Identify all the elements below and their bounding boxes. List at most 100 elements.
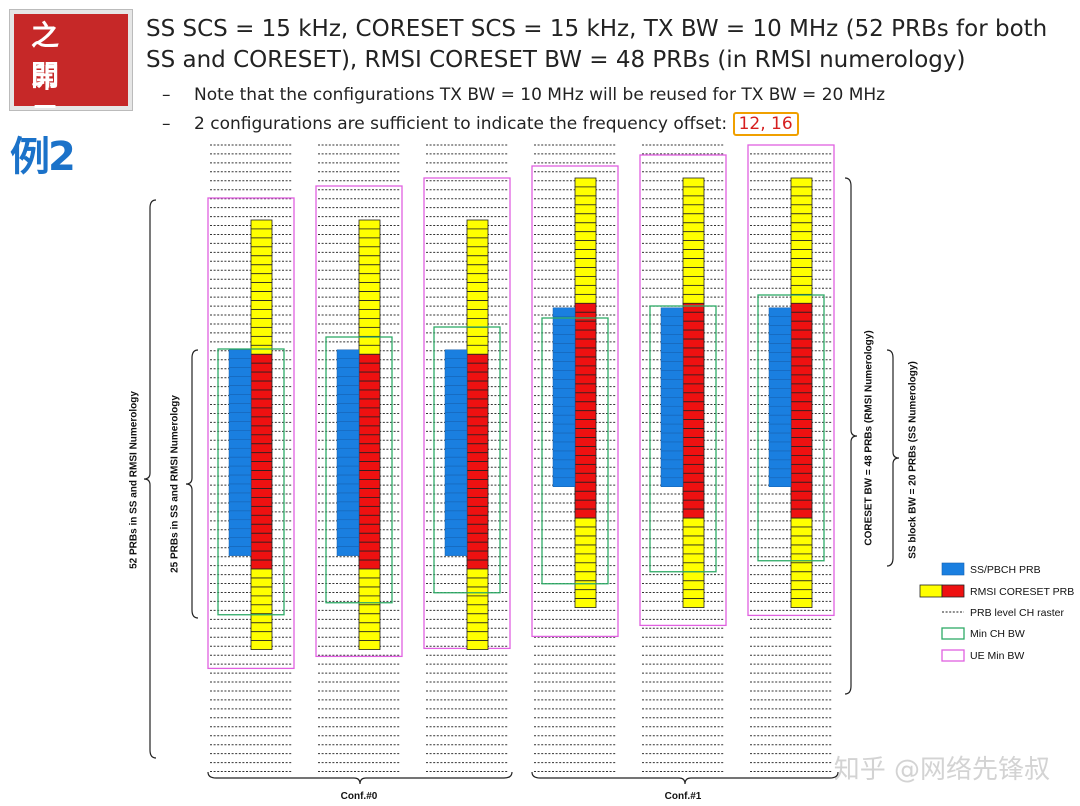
coreset-red-prb	[790, 311, 813, 322]
ss-pbch-prb	[228, 394, 252, 404]
coreset-yellow-prb	[358, 568, 381, 579]
coreset-red-prb	[358, 461, 381, 471]
coreset-red-prb	[358, 380, 381, 391]
coreset-yellow-prb	[790, 186, 813, 197]
coreset-yellow-prb	[790, 293, 813, 304]
ss-pbch-prb	[660, 343, 684, 353]
coreset-red-prb	[682, 410, 705, 421]
ss-pbch-prb	[228, 349, 252, 359]
coreset-yellow-prb	[682, 535, 705, 546]
ss-pbch-prb	[444, 385, 468, 395]
coreset-yellow-prb	[358, 255, 381, 266]
coreset-yellow-prb	[682, 517, 705, 528]
ss-pbch-prb	[552, 432, 576, 443]
coreset-yellow-prb	[250, 300, 273, 310]
coreset-red-prb	[250, 514, 273, 525]
coreset-red-prb	[250, 398, 273, 409]
coreset-yellow-prb	[682, 553, 705, 564]
coreset-yellow-prb	[466, 613, 489, 624]
coreset-yellow-prb	[250, 246, 273, 257]
coreset-red-prb	[790, 499, 813, 510]
ss-pbch-prb	[768, 441, 792, 452]
ss-pbch-prb	[336, 528, 360, 538]
coreset-yellow-prb	[358, 577, 381, 588]
coreset-yellow-prb	[466, 344, 489, 355]
min-ch-bw-box	[325, 336, 393, 604]
ss-pbch-prb	[768, 414, 792, 425]
coreset-red-prb	[250, 362, 273, 373]
ss-pbch-prb	[660, 423, 684, 434]
coreset-red-prb	[466, 532, 489, 543]
coreset-red-prb	[250, 416, 273, 427]
ss-pbch-prb	[768, 450, 792, 461]
coreset-yellow-prb	[574, 249, 597, 259]
coreset-red-prb	[790, 365, 813, 376]
coreset-red-prb	[574, 302, 597, 313]
ss-pbch-prb	[552, 468, 576, 479]
coreset-red-prb	[574, 481, 597, 492]
coreset-yellow-prb	[682, 544, 705, 555]
coreset-red-prb	[250, 523, 273, 534]
coreset-yellow-prb	[790, 222, 813, 233]
coreset-yellow-prb	[358, 291, 381, 301]
legend-ss-swatch	[941, 562, 965, 576]
coreset-red-prb	[358, 443, 381, 454]
coreset-yellow-prb	[466, 237, 489, 248]
coreset-red-prb	[358, 398, 381, 409]
coreset-yellow-prb	[574, 267, 597, 277]
coreset-red-prb	[250, 434, 273, 445]
coreset-yellow-prb	[574, 598, 597, 608]
ss-pbch-prb	[444, 528, 468, 538]
ss-pbch-prb	[444, 403, 468, 413]
coreset-red-prb	[790, 463, 813, 474]
coreset-yellow-prb	[574, 275, 597, 286]
ss-pbch-prb	[768, 352, 792, 362]
ss-pbch-prb	[228, 483, 252, 494]
coreset-yellow-prb	[682, 177, 705, 188]
coreset-red-prb	[358, 532, 381, 543]
coreset-red-prb	[790, 410, 813, 421]
coreset-yellow-prb	[574, 571, 597, 582]
legend-coreset-yellow-swatch	[919, 584, 943, 598]
ss-pbch-prb	[228, 403, 252, 413]
coreset-yellow-prb	[358, 335, 381, 346]
ss-pbch-prb	[660, 441, 684, 452]
coreset-yellow-prb	[466, 586, 489, 597]
coreset-yellow-prb	[250, 273, 273, 284]
ss-pbch-prb	[336, 501, 360, 512]
coreset-yellow-prb	[574, 562, 597, 573]
ss-pbch-prb	[444, 349, 468, 359]
coreset-yellow-prb	[574, 293, 597, 304]
coreset-yellow-prb	[250, 344, 273, 355]
label-25-prbs: 25 PRBs in SS and RMSI Numerology	[169, 395, 181, 573]
coreset-yellow-prb	[466, 309, 489, 319]
ss-pbch-prb	[552, 397, 576, 407]
coreset-yellow-prb	[250, 255, 273, 266]
coreset-yellow-prb	[574, 177, 597, 188]
ss-pbch-prb	[228, 421, 252, 431]
coreset-yellow-prb	[790, 195, 813, 206]
conf-1-label: Conf.#1	[664, 791, 702, 802]
coreset-red-prb	[466, 380, 489, 391]
coreset-red-prb	[466, 470, 489, 480]
coreset-yellow-prb	[358, 604, 381, 615]
ss-pbch-prb	[228, 546, 252, 556]
ss-pbch-prb	[660, 450, 684, 461]
coreset-red-prb	[574, 472, 597, 483]
coreset-yellow-prb	[682, 195, 705, 206]
coreset-red-prb	[574, 428, 597, 438]
ss-pbch-prb	[444, 421, 468, 431]
coreset-yellow-prb	[250, 586, 273, 597]
coreset-yellow-prb	[250, 595, 273, 606]
brace-conf-1	[531, 771, 839, 785]
coreset-yellow-prb	[466, 264, 489, 275]
legend-uemin-label: UE Min BW	[970, 650, 1025, 662]
coreset-red-prb	[358, 353, 381, 364]
coreset-yellow-prb	[682, 240, 705, 250]
coreset-yellow-prb	[466, 595, 489, 606]
ss-pbch-prb	[336, 349, 360, 359]
ss-pbch-prb	[552, 414, 576, 425]
bullet-2: – 2 configurations are sufficient to indi…	[162, 112, 799, 136]
coreset-red-prb	[250, 532, 273, 543]
coreset-red-prb	[250, 505, 273, 516]
